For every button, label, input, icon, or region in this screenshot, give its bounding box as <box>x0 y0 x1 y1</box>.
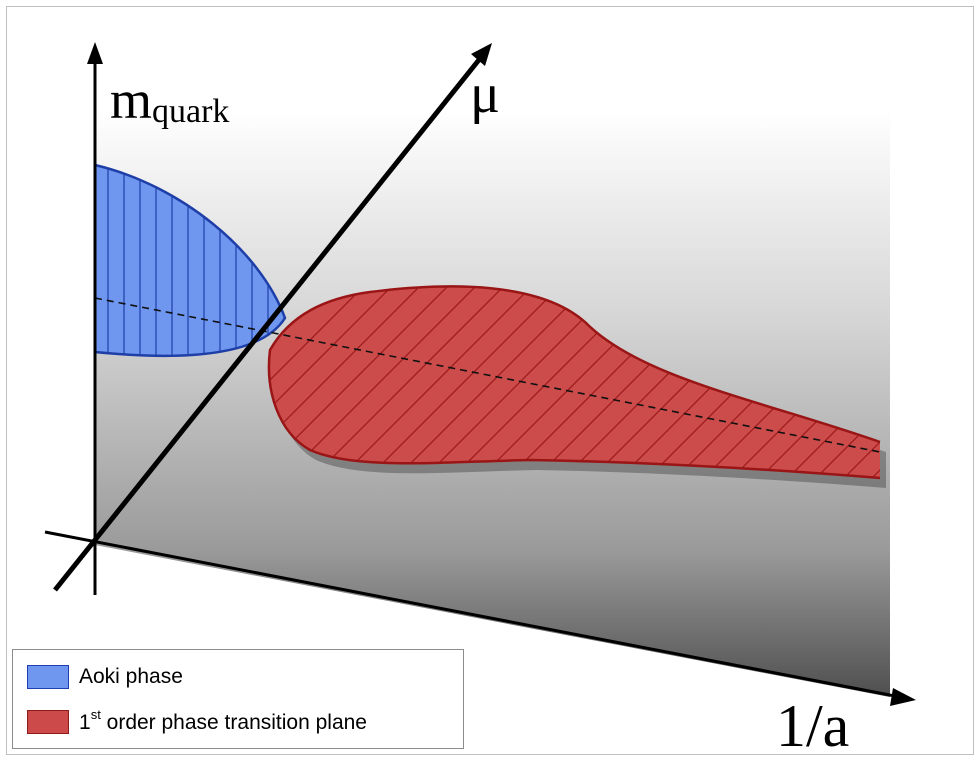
inverse-a-axis <box>44 530 916 706</box>
legend: Aoki phase 1st order phase transition pl… <box>12 649 464 749</box>
transition-hatch-line <box>793 286 880 478</box>
inverse-a-arrow-icon <box>890 688 916 706</box>
transition-hatch-line <box>906 270 977 500</box>
transition-hatch-line <box>268 286 381 478</box>
mu-arrow-icon <box>471 43 492 66</box>
transition-hatch-line <box>268 286 409 478</box>
transition-hatch-line <box>934 270 977 500</box>
mu-axis-label: μ <box>470 63 500 125</box>
vertical-arrow-icon <box>87 42 103 64</box>
legend-label-transition: 1st order phase transition plane <box>79 707 367 734</box>
transition-hatch-line <box>268 286 437 478</box>
transition-hatch-line <box>821 286 880 478</box>
inverse-a-axis-label: 1/a <box>776 693 849 758</box>
legend-item-aoki: Aoki phase <box>27 662 183 692</box>
legend-swatch-transition <box>27 710 69 734</box>
transition-hatch-line <box>962 270 977 500</box>
vertical-axis-label: mquark <box>110 70 229 130</box>
legend-item-transition: 1st order phase transition plane <box>27 707 367 737</box>
transition-hatch-line <box>877 286 880 478</box>
mu-axis <box>53 43 492 592</box>
legend-label-aoki: Aoki phase <box>79 665 183 688</box>
dashed-center-line <box>94 297 881 453</box>
legend-swatch-aoki <box>27 665 69 689</box>
vertical-axis <box>87 42 103 595</box>
transition-hatch-line <box>765 286 880 478</box>
